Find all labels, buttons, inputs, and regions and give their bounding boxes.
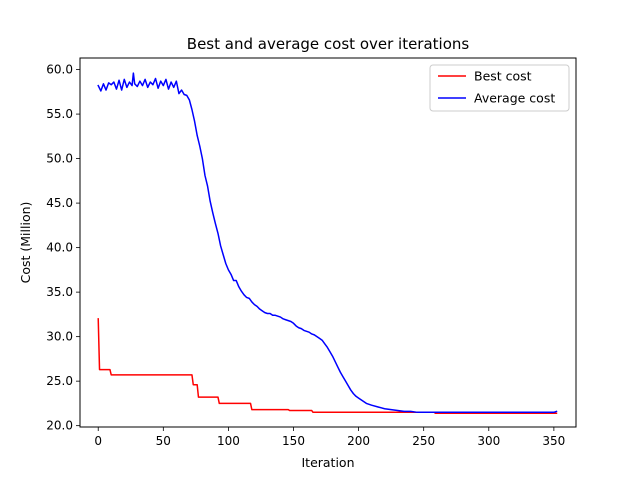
series-line-best-cost <box>97 318 558 414</box>
y-tick-label: 25.0 <box>46 374 73 388</box>
y-tick-label: 45.0 <box>46 196 73 210</box>
y-tick-label: 35.0 <box>46 285 73 299</box>
x-axis-label: Iteration <box>301 455 354 470</box>
plot-area-frame <box>79 57 577 428</box>
legend-label-best-cost: Best cost <box>474 69 532 84</box>
x-tick-label: 150 <box>282 434 305 448</box>
chart-title: Best and average cost over iterations <box>187 35 470 53</box>
y-axis-label: Cost (Million) <box>18 202 33 284</box>
legend-label-average-cost: Average cost <box>474 91 555 106</box>
y-tick-label: 20.0 <box>46 419 73 433</box>
y-tick-label: 60.0 <box>46 63 73 77</box>
y-tick-label: 50.0 <box>46 152 73 166</box>
x-tick-label: 0 <box>94 434 102 448</box>
legend: Best cost Average cost <box>429 64 570 112</box>
x-axis-ticks: 0 50 100 150 200 250 300 350 <box>94 427 565 448</box>
series-line-average-cost <box>97 72 558 414</box>
y-tick-label: 55.0 <box>46 107 73 121</box>
y-tick-label: 30.0 <box>46 330 73 344</box>
x-tick-label: 300 <box>477 434 500 448</box>
y-tick-label: 40.0 <box>46 241 73 255</box>
x-tick-label: 100 <box>217 434 240 448</box>
plot-series-group <box>97 72 558 414</box>
y-axis-ticks: 20.0 25.0 30.0 35.0 40.0 45.0 50.0 55.0 60.0 <box>46 63 80 433</box>
x-tick-label: 250 <box>412 434 435 448</box>
x-tick-label: 350 <box>542 434 565 448</box>
x-tick-label: 50 <box>156 434 171 448</box>
x-tick-label: 200 <box>347 434 370 448</box>
